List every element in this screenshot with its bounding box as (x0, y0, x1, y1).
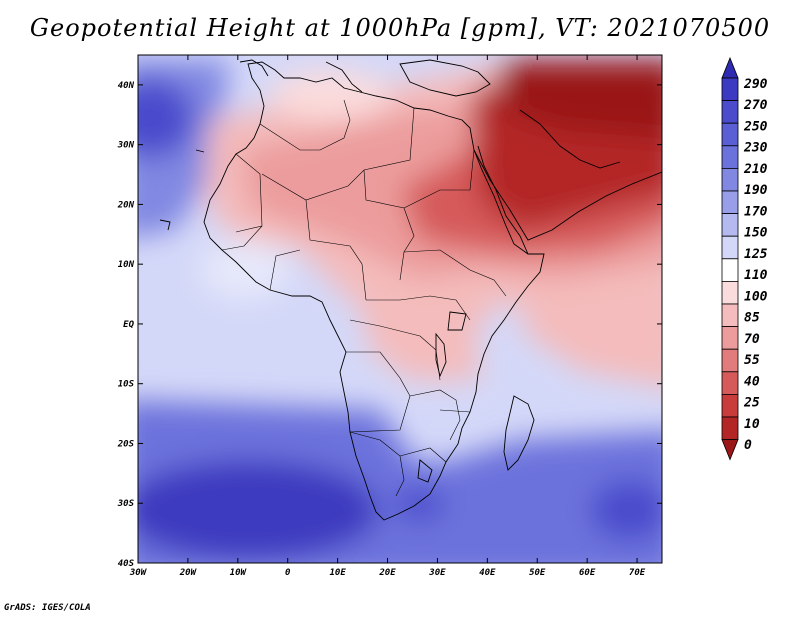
colorbar-level-label: 0 (744, 438, 752, 453)
colorbar-level-label: 250 (743, 119, 768, 134)
lat-tick-label: EQ (123, 320, 134, 330)
colorbar-swatch (721, 145, 739, 169)
colorbar-swatch (721, 122, 739, 147)
lon-tick-label: 20W (179, 568, 198, 578)
colorbar-level-label: 100 (744, 289, 768, 304)
lon-tick-label: 30E (428, 568, 446, 578)
lon-tick-label: 60E (579, 568, 596, 578)
colorbar-level-label: 85 (744, 311, 760, 326)
country-borders (221, 99, 507, 497)
coastlines (159, 59, 662, 521)
colorbar-level-label: 150 (744, 226, 768, 241)
lat-tick-label: 20S (117, 439, 135, 449)
colorbar-swatch (721, 190, 739, 215)
colorbar-level-label: 270 (743, 98, 768, 113)
colorbar-swatch (721, 258, 739, 282)
lon-tick-label: 10E (329, 568, 346, 578)
colorbar-swatch (721, 280, 739, 305)
lat-tick-label: 10N (118, 260, 135, 270)
colorbar: 2902702502302101901701501251101008570554… (721, 56, 768, 461)
colorbar-level-label: 290 (743, 77, 768, 92)
colorbar-swatch (721, 167, 739, 192)
plot-frame (137, 54, 663, 564)
lon-tick-label: 0 (285, 568, 291, 578)
shaded-field (138, 55, 662, 563)
lon-tick-label: 20E (378, 568, 396, 578)
colorbar-level-label: 190 (744, 183, 768, 198)
colorbar-swatch (721, 371, 739, 395)
colorbar-level-label: 55 (744, 353, 760, 368)
colorbar-level-label: 25 (743, 396, 760, 411)
grads-credit: GrADS: IGES/COLA (4, 603, 91, 613)
lat-tick-label: 20N (117, 200, 135, 210)
colorbar-swatch (721, 100, 739, 124)
colorbar-level-label: 70 (744, 332, 760, 347)
colorbar-swatch (721, 77, 739, 102)
colorbar-swatch (721, 393, 739, 418)
latitude-axis: 40S 30S 20S 10S EQ 10N 20N 30N 40N (117, 81, 662, 569)
colorbar-swatch (721, 303, 739, 328)
lat-tick-label: 40N (118, 81, 135, 91)
colorbar-level-label: 170 (744, 204, 768, 219)
lat-tick-label: 30S (117, 499, 135, 509)
longitude-axis: 30W 20W 10W 0 10E 20E 30E 40E 50E 60E 70E (129, 55, 646, 578)
colorbar-level-label: 125 (744, 247, 768, 262)
colorbar-level-label: 40 (744, 374, 760, 389)
colorbar-swatch (721, 235, 739, 260)
lat-tick-label: 30N (117, 141, 135, 151)
colorbar-level-label: 230 (743, 141, 768, 156)
geopotential-height-map: 30W 20W 10W 0 10E 20E 30E 40E 50E 60E 70E 40S 30S 20… (117, 54, 768, 578)
colorbar-swatch (721, 348, 739, 373)
lon-tick-label: 50E (529, 568, 546, 578)
lat-tick-label: 40S (118, 559, 135, 569)
lon-tick-label: 10W (230, 568, 248, 578)
colorbar-swatch (721, 416, 739, 441)
colorbar-swatch (721, 326, 739, 350)
colorbar-level-label: 10 (744, 417, 760, 432)
lon-tick-label: 30W (129, 568, 148, 578)
colorbar-level-label: 110 (744, 268, 768, 283)
lon-tick-label: 40E (479, 568, 496, 578)
colorbar-level-label: 210 (743, 162, 768, 177)
colorbar-top-arrow (721, 56, 739, 79)
colorbar-bottom-arrow (721, 439, 739, 461)
colorbar-swatch (721, 213, 739, 237)
map-title: Geopotential Height at 1000hPa [gpm], VT… (29, 14, 771, 42)
lon-tick-label: 70E (629, 568, 646, 578)
lat-tick-label: 10S (118, 380, 135, 390)
